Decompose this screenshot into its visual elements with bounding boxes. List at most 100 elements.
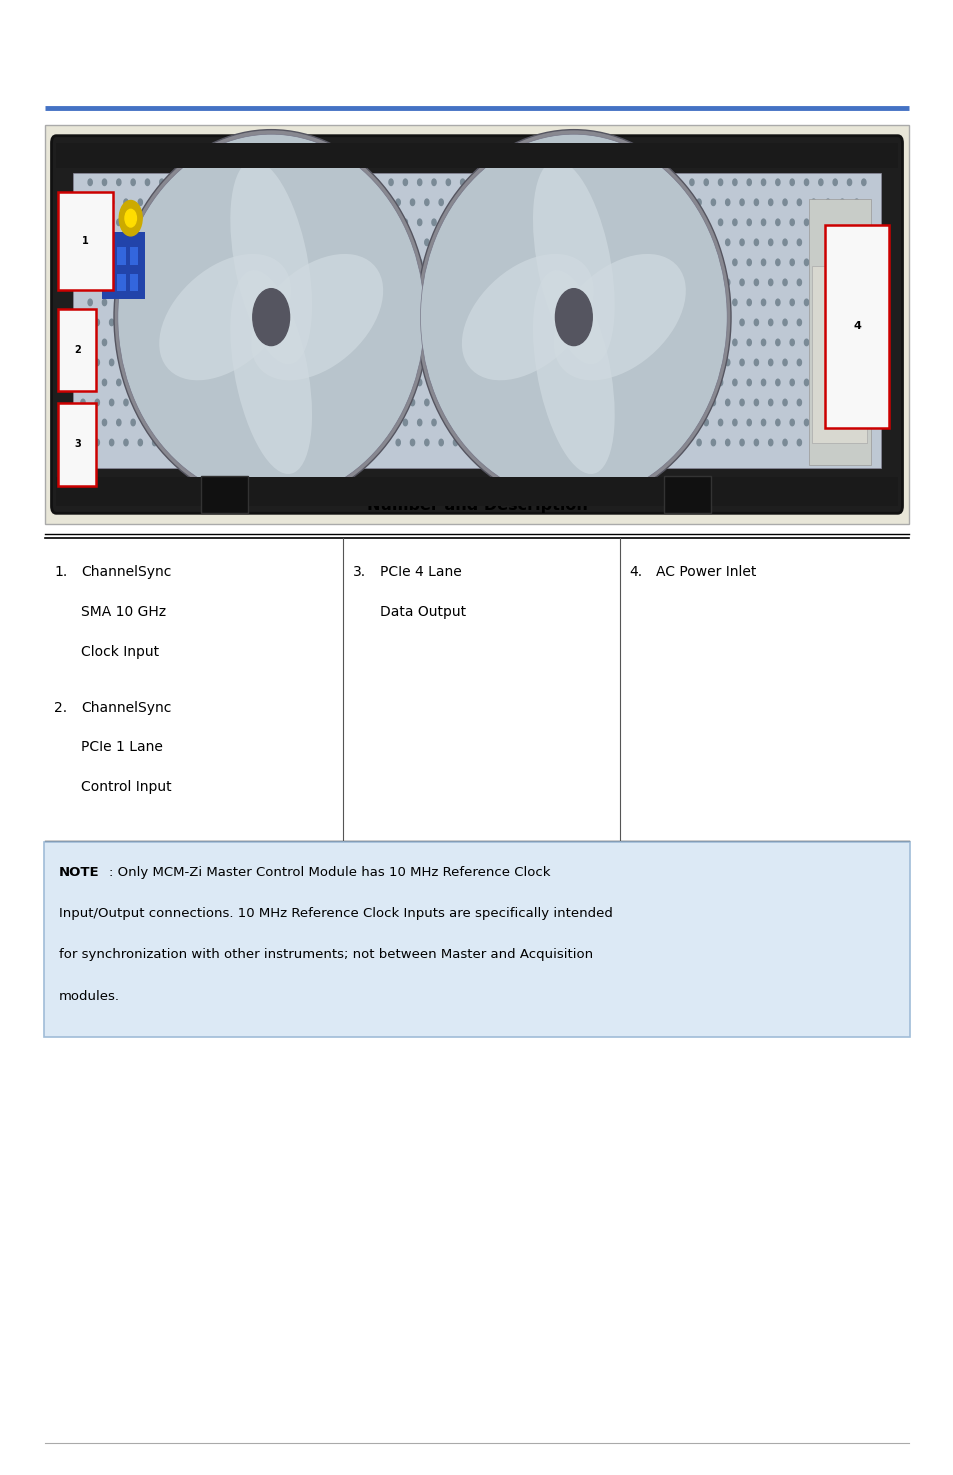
Circle shape	[353, 400, 357, 406]
Circle shape	[575, 260, 578, 266]
Circle shape	[818, 299, 822, 305]
Circle shape	[475, 299, 478, 305]
Circle shape	[81, 199, 85, 205]
Circle shape	[610, 440, 615, 445]
Bar	[56, 143, 897, 168]
Circle shape	[453, 400, 457, 406]
Circle shape	[395, 239, 400, 245]
Circle shape	[303, 178, 307, 186]
Circle shape	[575, 419, 578, 426]
Circle shape	[267, 400, 271, 406]
Circle shape	[668, 319, 672, 326]
Bar	[200, 476, 248, 513]
Circle shape	[840, 239, 843, 245]
Circle shape	[660, 339, 664, 345]
Circle shape	[417, 220, 421, 226]
Circle shape	[818, 379, 822, 385]
Circle shape	[603, 379, 607, 385]
Circle shape	[332, 178, 335, 186]
Circle shape	[553, 360, 558, 366]
Circle shape	[768, 239, 772, 245]
Circle shape	[95, 319, 99, 326]
Circle shape	[338, 319, 343, 326]
Circle shape	[832, 419, 837, 426]
Circle shape	[718, 379, 722, 385]
Circle shape	[760, 339, 765, 345]
Circle shape	[689, 299, 693, 305]
Circle shape	[159, 379, 164, 385]
Text: ChannelSync: ChannelSync	[81, 565, 172, 578]
Circle shape	[768, 440, 772, 445]
Circle shape	[289, 299, 293, 305]
Circle shape	[760, 220, 765, 226]
Circle shape	[181, 199, 185, 205]
Circle shape	[231, 419, 235, 426]
Circle shape	[496, 279, 500, 286]
Circle shape	[173, 260, 178, 266]
Circle shape	[703, 260, 707, 266]
Circle shape	[446, 299, 450, 305]
Circle shape	[210, 239, 213, 245]
Circle shape	[238, 440, 242, 445]
Circle shape	[324, 279, 329, 286]
Circle shape	[546, 339, 550, 345]
Circle shape	[289, 260, 293, 266]
Circle shape	[188, 299, 193, 305]
Circle shape	[138, 239, 142, 245]
Circle shape	[267, 319, 271, 326]
Circle shape	[453, 319, 457, 326]
Circle shape	[524, 239, 529, 245]
Circle shape	[725, 360, 729, 366]
Circle shape	[524, 319, 529, 326]
Circle shape	[782, 440, 786, 445]
Circle shape	[654, 360, 658, 366]
Circle shape	[303, 339, 307, 345]
Circle shape	[846, 419, 851, 426]
Circle shape	[238, 319, 242, 326]
Circle shape	[110, 400, 113, 406]
Circle shape	[682, 199, 686, 205]
Circle shape	[131, 260, 135, 266]
Text: 3.: 3.	[353, 565, 366, 578]
Circle shape	[260, 260, 264, 266]
Circle shape	[861, 220, 865, 226]
Circle shape	[740, 239, 743, 245]
Circle shape	[453, 360, 457, 366]
Circle shape	[95, 440, 99, 445]
Circle shape	[281, 199, 285, 205]
Circle shape	[246, 379, 250, 385]
Circle shape	[267, 360, 271, 366]
Circle shape	[639, 360, 643, 366]
Circle shape	[846, 260, 851, 266]
Circle shape	[310, 279, 314, 286]
Circle shape	[274, 379, 278, 385]
Circle shape	[503, 220, 507, 226]
Circle shape	[754, 440, 758, 445]
Circle shape	[703, 419, 707, 426]
Circle shape	[481, 319, 486, 326]
Circle shape	[332, 419, 335, 426]
Circle shape	[668, 279, 672, 286]
Circle shape	[438, 319, 443, 326]
Circle shape	[367, 239, 372, 245]
Circle shape	[782, 360, 786, 366]
Circle shape	[503, 339, 507, 345]
Circle shape	[510, 279, 515, 286]
Circle shape	[116, 220, 121, 226]
Circle shape	[417, 260, 421, 266]
Circle shape	[289, 379, 293, 385]
Circle shape	[346, 260, 350, 266]
Circle shape	[732, 339, 737, 345]
Circle shape	[555, 289, 592, 345]
Circle shape	[675, 339, 679, 345]
Circle shape	[353, 319, 357, 326]
Circle shape	[596, 400, 600, 406]
Circle shape	[854, 199, 858, 205]
Circle shape	[846, 178, 851, 186]
Circle shape	[711, 279, 715, 286]
Circle shape	[740, 360, 743, 366]
Circle shape	[202, 260, 207, 266]
Circle shape	[475, 419, 478, 426]
Circle shape	[803, 419, 808, 426]
Circle shape	[639, 279, 643, 286]
